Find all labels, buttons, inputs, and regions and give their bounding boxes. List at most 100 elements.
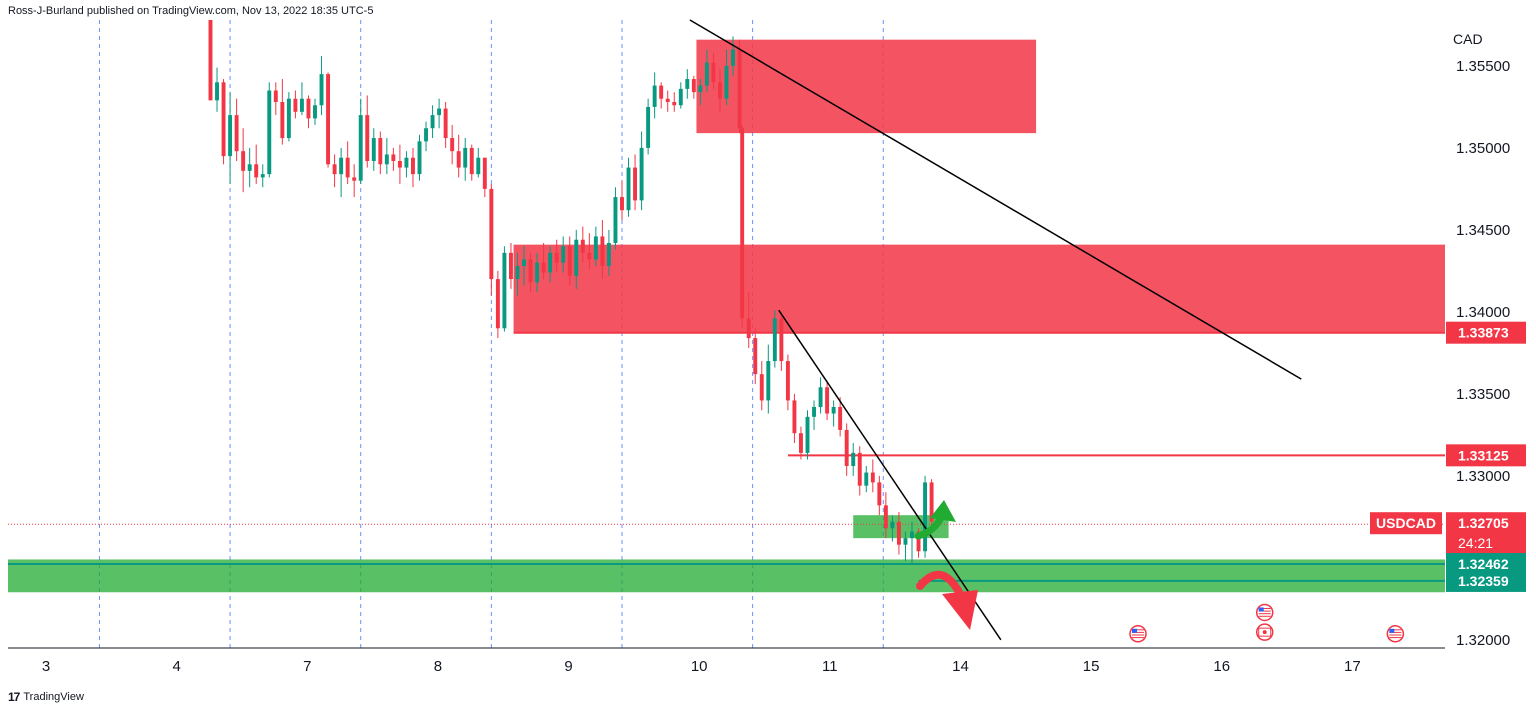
- candle[interactable]: [319, 56, 324, 116]
- candle[interactable]: [910, 521, 914, 565]
- candle[interactable]: [280, 79, 285, 145]
- candle[interactable]: [620, 180, 624, 221]
- candle[interactable]: [818, 377, 823, 414]
- candle[interactable]: [339, 147, 344, 198]
- candle[interactable]: [241, 128, 246, 193]
- candle[interactable]: [825, 380, 830, 421]
- candle[interactable]: [561, 236, 566, 273]
- candle[interactable]: [378, 131, 383, 175]
- candle[interactable]: [593, 226, 598, 266]
- candle[interactable]: [772, 310, 777, 368]
- candle[interactable]: [495, 270, 500, 339]
- candle[interactable]: [724, 49, 729, 106]
- candle[interactable]: [851, 443, 856, 476]
- candle[interactable]: [528, 252, 533, 293]
- red-down-arrow-icon[interactable]: [916, 570, 978, 630]
- candle[interactable]: [384, 138, 389, 175]
- candle[interactable]: [286, 92, 291, 142]
- candle[interactable]: [587, 233, 592, 270]
- candle[interactable]: [792, 393, 797, 444]
- candle[interactable]: [215, 67, 219, 112]
- trendline[interactable]: [778, 309, 1002, 641]
- candle[interactable]: [877, 475, 882, 516]
- resistance-zone[interactable]: [513, 244, 1445, 333]
- candle[interactable]: [838, 397, 843, 437]
- candle[interactable]: [883, 492, 888, 539]
- candle[interactable]: [365, 95, 370, 168]
- candle[interactable]: [844, 423, 849, 476]
- candle[interactable]: [273, 82, 278, 116]
- candle[interactable]: [740, 124, 745, 329]
- candle[interactable]: [306, 95, 311, 129]
- candle[interactable]: [923, 475, 928, 558]
- candle[interactable]: [371, 128, 376, 171]
- candle[interactable]: [698, 79, 703, 106]
- candle[interactable]: [785, 354, 790, 411]
- candle[interactable]: [857, 446, 862, 496]
- candle[interactable]: [672, 92, 677, 112]
- candle[interactable]: [450, 124, 455, 165]
- candle[interactable]: [652, 72, 657, 119]
- candle[interactable]: [812, 400, 816, 430]
- candle[interactable]: [352, 164, 357, 198]
- candle[interactable]: [691, 75, 696, 99]
- candle[interactable]: [228, 92, 233, 184]
- candle[interactable]: [299, 82, 304, 116]
- candle[interactable]: [522, 246, 526, 286]
- candle[interactable]: [626, 157, 631, 217]
- candle[interactable]: [890, 515, 895, 542]
- candle[interactable]: [554, 239, 559, 273]
- green-up-arrow-icon[interactable]: [914, 500, 956, 540]
- candle[interactable]: [678, 82, 683, 109]
- candle[interactable]: [397, 144, 402, 184]
- candle[interactable]: [391, 147, 396, 171]
- candle[interactable]: [502, 246, 507, 332]
- candle[interactable]: [221, 79, 226, 165]
- canada-flag-icon[interactable]: [1255, 623, 1274, 641]
- candle[interactable]: [685, 69, 690, 99]
- candle[interactable]: [711, 52, 716, 89]
- candle[interactable]: [580, 226, 585, 263]
- candle[interactable]: [417, 134, 422, 181]
- candle[interactable]: [613, 187, 618, 250]
- candle[interactable]: [489, 183, 494, 296]
- candle[interactable]: [424, 121, 428, 152]
- candle[interactable]: [737, 39, 742, 134]
- candle[interactable]: [208, 20, 213, 101]
- candle[interactable]: [896, 511, 901, 555]
- candle[interactable]: [753, 328, 758, 385]
- candle[interactable]: [606, 229, 611, 276]
- candle[interactable]: [929, 479, 934, 529]
- candle[interactable]: [515, 252, 520, 296]
- candle[interactable]: [476, 147, 481, 178]
- candle[interactable]: [508, 242, 513, 289]
- us-flag-icon[interactable]: [1255, 603, 1274, 622]
- candle[interactable]: [430, 105, 435, 139]
- candle[interactable]: [665, 90, 670, 112]
- candle[interactable]: [293, 90, 298, 119]
- us-flag-icon[interactable]: [1386, 625, 1405, 643]
- candle[interactable]: [831, 400, 836, 427]
- candle[interactable]: [456, 134, 461, 178]
- candle[interactable]: [535, 252, 540, 293]
- candle[interactable]: [345, 141, 350, 184]
- candle[interactable]: [633, 154, 638, 211]
- candle[interactable]: [718, 69, 722, 112]
- candle[interactable]: [254, 144, 259, 184]
- candle[interactable]: [731, 36, 735, 76]
- candle[interactable]: [482, 157, 487, 198]
- candle[interactable]: [639, 131, 644, 211]
- candle[interactable]: [260, 164, 265, 188]
- candle[interactable]: [766, 344, 771, 414]
- candle[interactable]: [779, 315, 784, 371]
- candle[interactable]: [267, 82, 272, 178]
- candle[interactable]: [326, 72, 331, 168]
- candle[interactable]: [704, 49, 709, 93]
- candle[interactable]: [574, 229, 579, 289]
- candle[interactable]: [332, 154, 337, 188]
- candle[interactable]: [358, 98, 363, 184]
- candle[interactable]: [646, 98, 651, 155]
- candle[interactable]: [443, 101, 448, 148]
- candle[interactable]: [404, 151, 409, 178]
